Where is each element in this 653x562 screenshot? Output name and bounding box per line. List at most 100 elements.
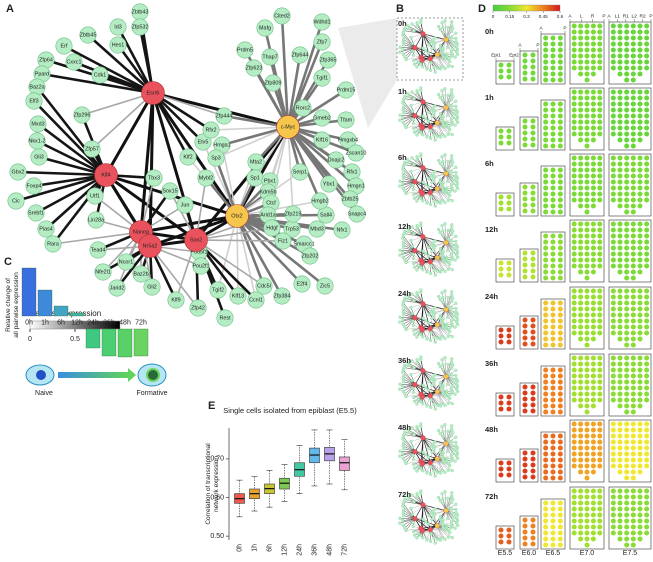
gene-node	[424, 183, 427, 186]
embryo-cell	[578, 204, 583, 209]
gene-node	[419, 155, 422, 158]
embryo-cell	[611, 240, 616, 245]
embryo-cell	[611, 90, 616, 95]
embryo-cell	[618, 301, 623, 306]
bar	[38, 290, 52, 316]
gene-node	[447, 536, 450, 539]
embryo-cell	[543, 234, 548, 239]
embryo-cell	[585, 476, 590, 481]
gene-node	[432, 514, 435, 517]
gene-node	[417, 61, 420, 64]
embryo-cell	[597, 428, 602, 433]
gene-node	[402, 177, 405, 180]
gene-label: Klf9	[171, 297, 180, 303]
gene-label: Zfp64	[39, 57, 53, 63]
embryo-cell	[523, 197, 528, 202]
embryo-cell	[611, 374, 616, 379]
gene-node	[413, 366, 416, 369]
embryo-cell	[572, 90, 577, 95]
embryo-cell	[585, 337, 590, 342]
gene-node	[450, 243, 453, 246]
gene-node	[402, 380, 405, 383]
embryo-cell	[644, 192, 649, 197]
embryo-cell	[551, 246, 556, 251]
embryo-cell	[572, 368, 577, 373]
embryo-cell	[618, 24, 623, 29]
x-tick-label: 12h	[281, 544, 288, 556]
embryo-cell	[631, 78, 636, 83]
gene-node	[432, 447, 435, 450]
embryo-cell	[523, 125, 528, 130]
gene-node	[450, 227, 453, 230]
gene-node	[401, 385, 404, 388]
gene-label: Zfp7	[317, 39, 328, 45]
embryo-cell	[558, 325, 563, 330]
embryo-cell	[611, 186, 616, 191]
embryo-cell	[543, 60, 548, 65]
embryo-cell	[591, 42, 596, 47]
embryo-cell	[551, 108, 556, 113]
time-label: 0h	[398, 19, 407, 28]
gene-node	[451, 385, 454, 388]
embryo-cell	[585, 440, 590, 445]
embryo-cell	[572, 434, 577, 439]
embryo-cell	[551, 513, 556, 518]
embryo-cell	[578, 42, 583, 47]
embryo-cell	[585, 72, 590, 77]
gene-node	[411, 176, 414, 179]
embryo-cell	[585, 374, 590, 379]
embryo-cell	[618, 228, 623, 233]
gene-node	[412, 525, 415, 528]
embryo-cell	[591, 36, 596, 41]
gene-node	[429, 272, 432, 275]
embryo-cell	[611, 60, 616, 65]
embryo-cell	[585, 380, 590, 385]
y-tick-label: 0.50	[210, 533, 224, 540]
gene-node	[434, 205, 437, 208]
embryo-cell	[558, 102, 563, 107]
embryo-cell	[572, 120, 577, 125]
embryo-cell	[531, 318, 536, 323]
gene-node	[401, 304, 404, 307]
embryo-cell	[611, 102, 616, 107]
annotation: Formative	[136, 390, 167, 397]
embryo-cell	[585, 356, 590, 361]
embryo-cell	[585, 120, 590, 125]
gene-node	[447, 46, 450, 49]
embryo-cell	[578, 458, 583, 463]
embryo-cell	[618, 252, 623, 257]
embryo-cell	[624, 264, 629, 269]
gene-node	[450, 240, 453, 243]
gene-label: Baz2a	[29, 84, 44, 90]
gene-node	[399, 383, 402, 386]
embryo-cell	[591, 156, 596, 161]
gene-node	[434, 139, 437, 142]
embryo-cell	[631, 440, 636, 445]
embryo-cell	[611, 307, 616, 312]
gene-node	[415, 536, 418, 539]
embryo-cell	[578, 228, 583, 233]
region-label: A	[539, 25, 543, 31]
embryo-cell	[558, 198, 563, 203]
gene-node	[398, 119, 401, 122]
embryo-cell	[631, 392, 636, 397]
embryo-cell	[585, 90, 590, 95]
embryo-cell	[618, 525, 623, 530]
embryo-cell	[631, 428, 636, 433]
embryo-cell	[578, 337, 583, 342]
embryo-cell	[597, 380, 602, 385]
chart-title: Single cells isolated from epiblast (E5.…	[223, 406, 357, 415]
embryo-cell	[551, 258, 556, 263]
gene-label: Tgif2	[212, 287, 224, 293]
embryo-cell	[578, 386, 583, 391]
embryo-cell	[558, 470, 563, 475]
gene-node	[445, 121, 448, 124]
gene-node	[412, 193, 415, 196]
embryo-cell	[551, 380, 556, 385]
embryo-cell	[624, 36, 629, 41]
embryo-cell	[611, 234, 616, 239]
hub-node	[444, 441, 449, 446]
embryo-cell	[618, 519, 623, 524]
gene-node	[450, 24, 453, 27]
embryo-cell	[507, 401, 512, 406]
